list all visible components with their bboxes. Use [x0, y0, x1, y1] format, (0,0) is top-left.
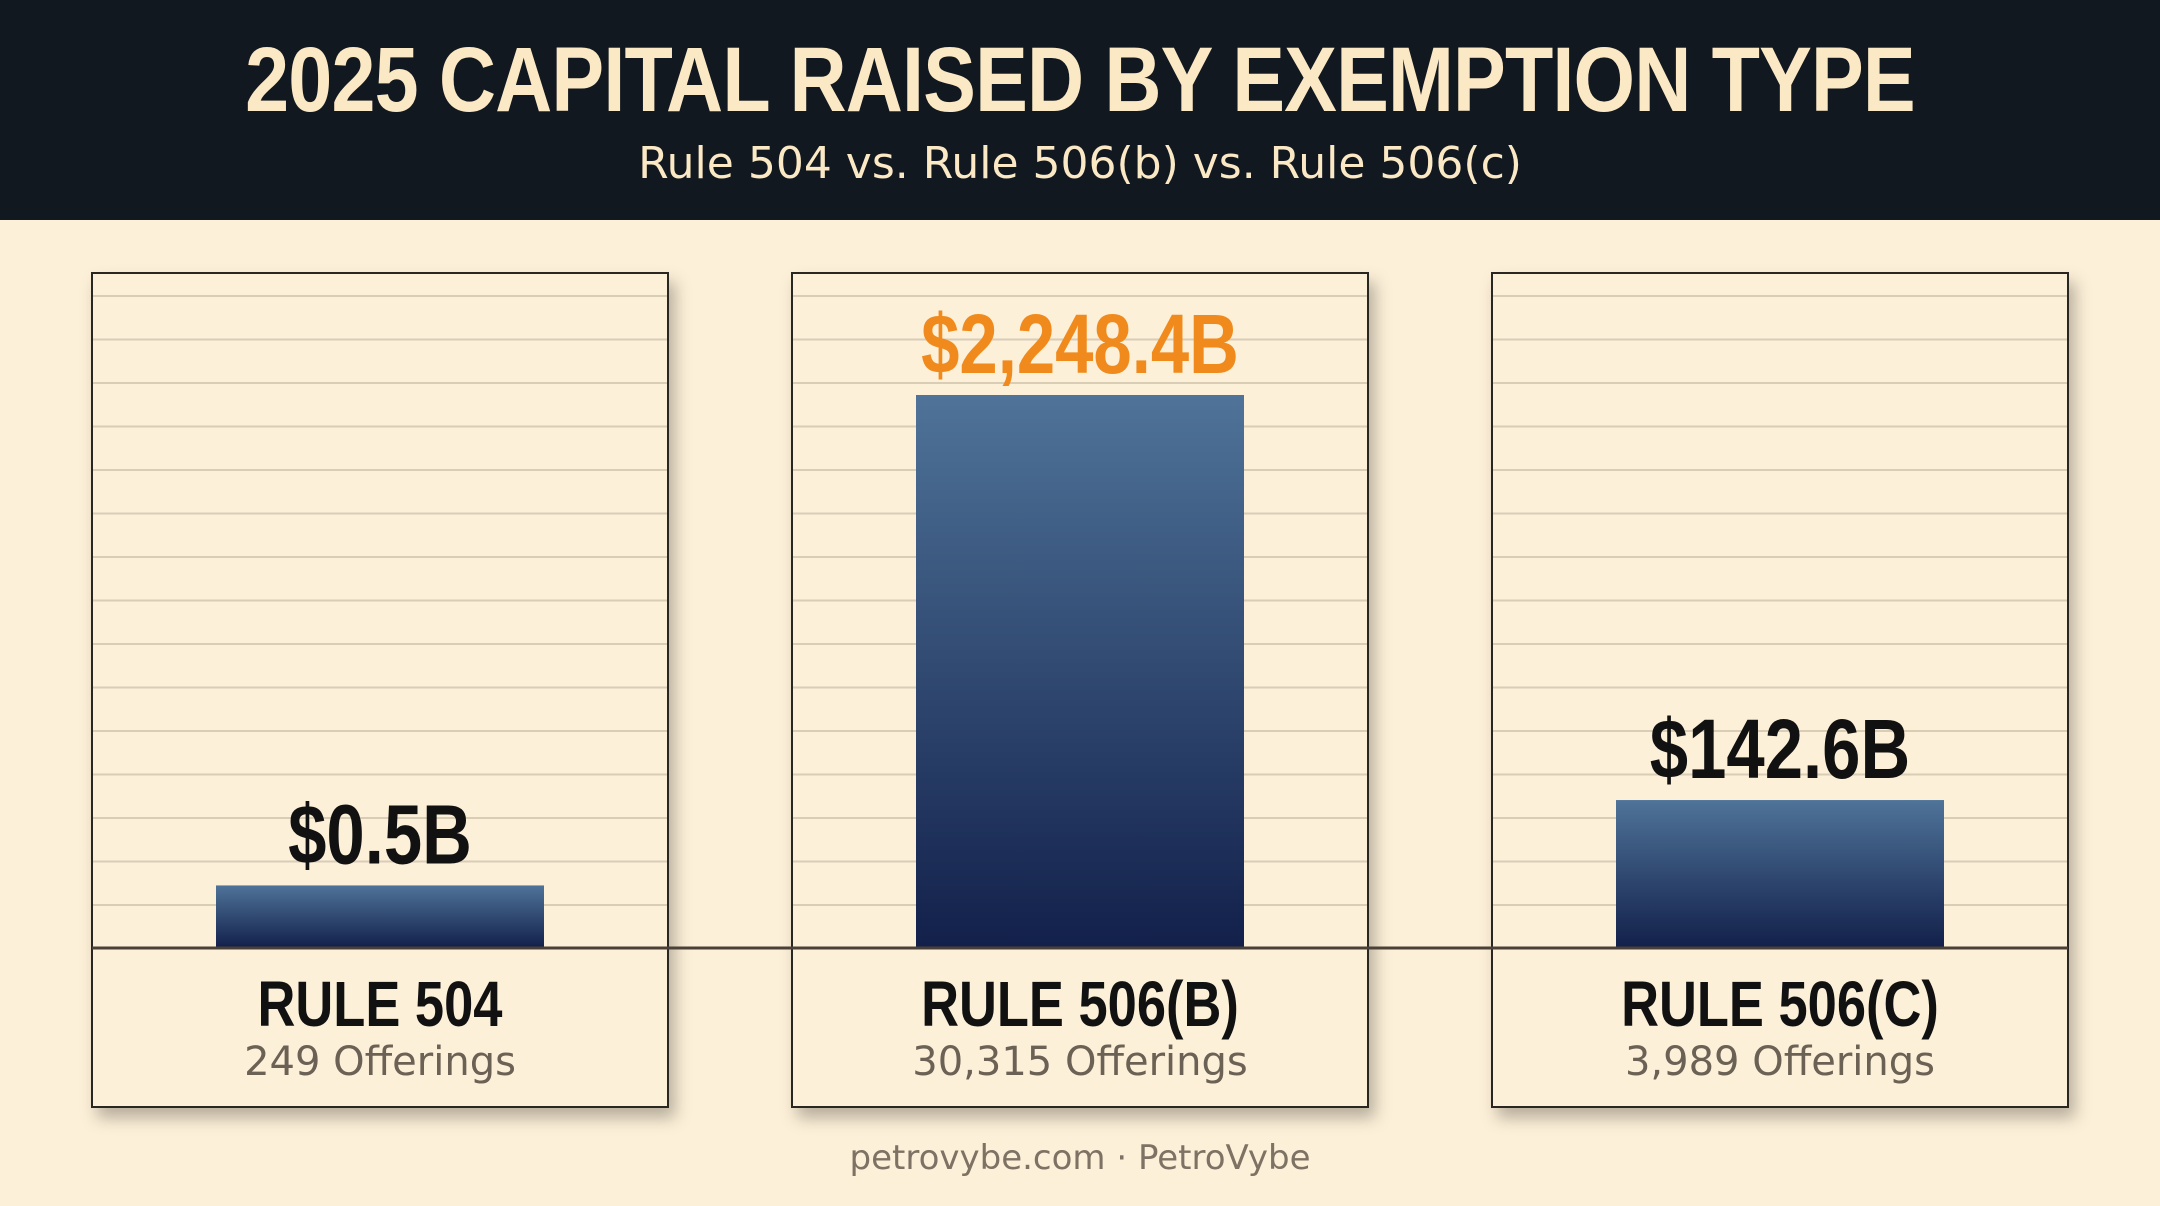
footer-credit: petrovybe.com · PetroVybe — [849, 1138, 1311, 1178]
chart-panel — [91, 272, 669, 1108]
offerings-label: 30,315 Offerings — [912, 1039, 1247, 1085]
category-label: RULE 504 — [258, 969, 503, 1040]
chart-subtitle: Rule 504 vs. Rule 506(b) vs. Rule 506(c) — [638, 138, 1522, 189]
chart-title: 2025 Capital Raised by Exemption Type — [245, 29, 1916, 131]
value-label: $0.5B — [288, 788, 472, 882]
bar-rule-506-c — [1616, 800, 1944, 948]
bar-rule-506-b — [916, 395, 1244, 948]
offerings-label: 249 Offerings — [244, 1039, 516, 1085]
header-bar — [0, 0, 2160, 220]
category-label: RULE 506(B) — [921, 969, 1239, 1040]
value-label: $2,248.4B — [921, 298, 1239, 392]
chart-panel — [1491, 272, 2069, 1108]
offerings-label: 3,989 Offerings — [1625, 1039, 1935, 1085]
category-label: RULE 506(C) — [1621, 969, 1939, 1040]
bar-rule-504 — [216, 885, 544, 948]
value-label: $142.6B — [1650, 703, 1910, 797]
